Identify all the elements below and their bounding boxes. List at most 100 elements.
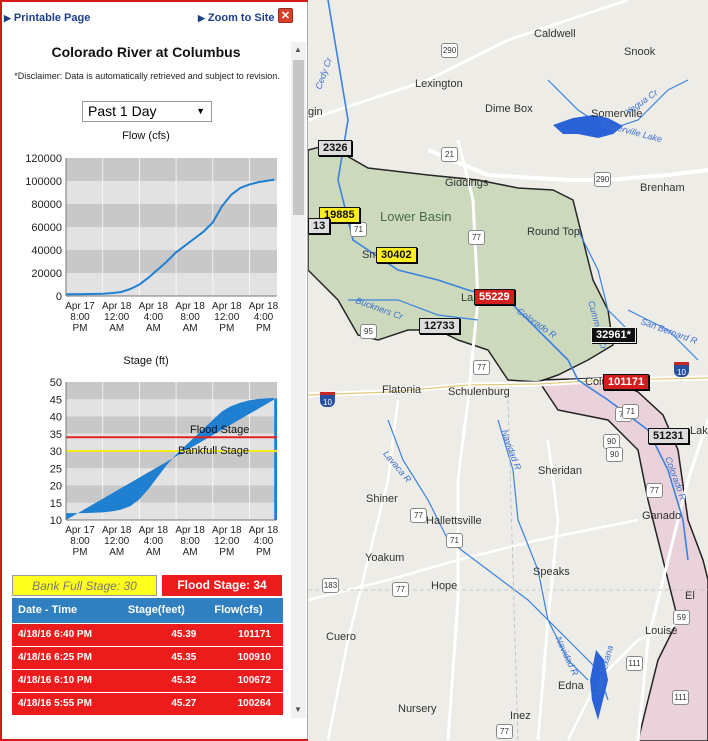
cell-stage: 45.32 — [121, 668, 209, 692]
x-tick-label: Apr 18 — [139, 525, 169, 536]
y-tick-label: 20000 — [31, 268, 62, 280]
cell-datetime: 4/18/16 6:25 PM — [12, 645, 122, 669]
cell-datetime: 4/18/16 6:10 PM — [12, 668, 122, 692]
stage-chart: 10 15 20 25 30 35 40 45 50 Flood Stage Bankfull St… — [50, 377, 279, 558]
gauge-marker[interactable]: 30402 — [376, 247, 417, 263]
highway-shield: 59 — [673, 610, 690, 625]
zoom-to-site-link[interactable]: ▶ Zoom to Site — [198, 12, 275, 24]
basin-label: Lower Basin — [380, 209, 452, 224]
highway-shield: 95 — [360, 324, 377, 339]
y-tick-label: 120000 — [25, 153, 62, 165]
highway-shield: 71 — [350, 222, 367, 237]
town-label: Speaks — [533, 566, 570, 578]
scroll-thumb[interactable] — [293, 60, 304, 215]
y-tick-label: 25 — [50, 463, 62, 475]
gauge-marker[interactable]: 13 — [308, 218, 331, 234]
town-label: Shiner — [366, 493, 398, 505]
highway-shield: 290 — [441, 43, 458, 58]
y-tick-label: 15 — [50, 498, 62, 510]
x-tick-label: AM — [109, 323, 124, 334]
interstate-shield: 10 — [674, 362, 689, 377]
town-label: El — [685, 590, 695, 602]
town-label: Yoakum — [365, 552, 405, 564]
x-tick-label: Apr 18 — [175, 301, 205, 312]
highway-shield: 77 — [392, 582, 409, 597]
x-tick-label: Apr 18 — [212, 301, 242, 312]
town-label: Cuero — [326, 631, 356, 643]
x-tick-label: AM — [146, 323, 161, 334]
x-tick-label: 4:00 — [254, 312, 274, 323]
cell-stage: 45.35 — [121, 645, 209, 669]
cell-flow: 100672 — [208, 668, 283, 692]
map-canvas[interactable] — [308, 0, 708, 741]
table-row: 4/18/16 6:10 PM 45.32 100672 — [12, 668, 283, 692]
gauge-title: Colorado River at Columbus — [51, 44, 241, 60]
x-tick-label: PM — [219, 323, 234, 334]
highway-shield: 77 — [410, 508, 427, 523]
y-tick-label: 45 — [50, 394, 62, 406]
close-icon[interactable]: ✕ — [278, 8, 293, 23]
scroll-up-icon[interactable]: ▲ — [294, 45, 302, 54]
panel-scrollbar[interactable]: ▲ ▼ — [291, 42, 306, 718]
x-tick-label: Apr 17 — [65, 525, 95, 536]
grid-band — [66, 158, 277, 181]
y-tick-label: 80000 — [31, 199, 62, 211]
gauge-marker[interactable]: 2326 — [318, 140, 353, 156]
gauge-marker[interactable]: 51231 — [648, 428, 689, 444]
highway-shield: 111 — [626, 656, 643, 671]
map-view[interactable]: Lower Basin Caldwell Snook Lexington Dim… — [308, 0, 708, 741]
x-tick-label: AM — [183, 323, 198, 334]
y-tick-label: 10 — [50, 515, 62, 527]
x-tick-label: 4:00 — [144, 312, 164, 323]
highway-shield: 77 — [646, 483, 663, 498]
y-tick-label: 40000 — [31, 245, 62, 257]
grid-band — [66, 382, 277, 400]
zoom-to-site-label: Zoom to Site — [207, 12, 275, 24]
town-label: Nursery — [398, 703, 437, 715]
highway-shield: 71 — [446, 533, 463, 548]
highway-shield: 90 — [606, 447, 623, 462]
grid-band — [66, 227, 277, 250]
town-label: Inez — [510, 710, 531, 722]
table-header-row: Date - Time Stage(feet) Flow(cfs) — [12, 598, 283, 623]
col-header-stage: Stage(feet) — [121, 598, 209, 623]
time-range-value: Past 1 Day — [88, 103, 157, 119]
highway-shield: 21 — [441, 147, 458, 162]
town-label: Sm — [362, 249, 379, 261]
town-label: Louise — [645, 625, 678, 637]
y-tick-label: 20 — [50, 481, 62, 493]
gauge-marker[interactable]: 12733 — [419, 318, 460, 334]
scroll-down-icon[interactable]: ▼ — [294, 705, 302, 714]
town-label: Flatonia — [382, 384, 422, 396]
gauge-marker[interactable]: 55229 — [474, 289, 515, 305]
y-tick-label: 100000 — [25, 176, 62, 188]
printable-page-link[interactable]: ▶ Printable Page — [4, 12, 90, 24]
x-tick-label: Apr 18 — [249, 525, 279, 536]
interstate-shield: 10 — [320, 392, 335, 407]
x-tick-label: 12:00 — [214, 312, 239, 323]
lake-texana — [590, 650, 608, 720]
x-tick-label: AM — [183, 547, 198, 558]
town-label: Lexington — [415, 78, 463, 90]
bank-full-legend: Bank Full Stage: 30 — [12, 575, 157, 596]
col-header-flow: Flow(cfs) — [208, 598, 283, 623]
grid-band — [66, 273, 277, 296]
y-tick-label: 0 — [56, 291, 62, 303]
time-range-select[interactable]: Past 1 Day ▼ — [82, 101, 212, 122]
table-row: 4/18/16 6:40 PM 45.39 101171 — [12, 622, 283, 646]
gauge-marker[interactable]: 101171 — [603, 374, 650, 390]
town-label: Hope — [431, 580, 458, 592]
gauge-marker-selected[interactable]: 32961* — [591, 327, 636, 343]
x-tick-label: AM — [146, 547, 161, 558]
x-tick-label: AM — [109, 547, 124, 558]
town-label: Giddings — [445, 177, 489, 189]
y-tick-label: 40 — [50, 412, 62, 424]
town-label: Schulenburg — [448, 386, 510, 398]
town-label: gin — [308, 106, 323, 118]
x-tick-label: 4:00 — [254, 536, 274, 547]
stage-chart-title: Stage (ft) — [123, 355, 169, 367]
x-tick-label: Apr 17 — [65, 301, 95, 312]
cell-flow: 100264 — [208, 691, 283, 715]
grid-band — [66, 181, 277, 204]
threshold-label: Bankfull Stage — [178, 445, 249, 457]
